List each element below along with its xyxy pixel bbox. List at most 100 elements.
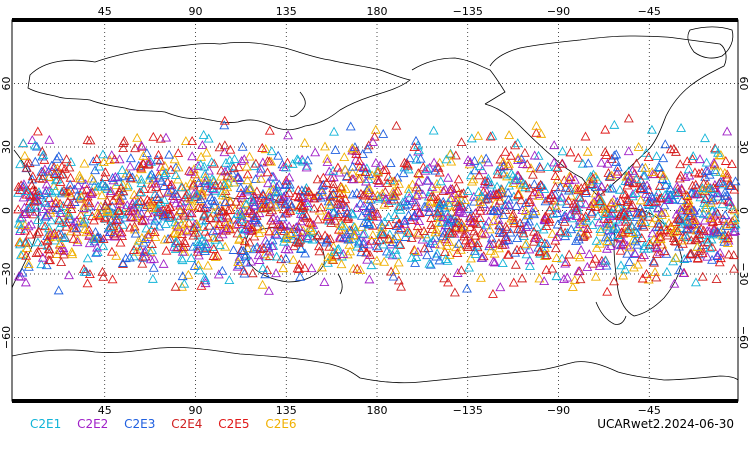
observation-marker [334,193,345,202]
observation-marker [251,210,262,220]
observation-marker [374,175,385,185]
observation-marker [237,192,247,202]
observation-marker [153,170,164,180]
observation-marker [361,206,372,215]
observation-marker [36,259,47,269]
observation-marker [294,264,305,274]
observation-marker [306,263,317,273]
observation-marker [405,215,416,225]
observation-marker [140,246,151,256]
observation-marker [600,146,611,156]
observation-marker [555,196,566,206]
observation-marker [199,208,210,218]
right-lat-labels: 60 30 0 −30 −60 [737,77,750,350]
observation-marker [386,266,397,276]
observation-marker [722,172,733,182]
observation-marker [364,185,375,195]
observation-marker [595,238,605,248]
observation-marker [239,236,250,246]
observation-marker [411,190,422,200]
observation-marker [50,198,61,208]
observation-marker [329,126,339,136]
observation-marker [442,240,452,250]
observation-marker [200,168,211,178]
observation-marker [683,164,694,174]
observation-marker [58,185,69,195]
observation-marker [32,228,43,238]
observation-marker [220,197,231,207]
observation-marker [519,147,530,157]
observation-marker [505,150,516,160]
observation-marker [19,150,30,160]
observation-marker [646,191,657,201]
observation-marker [170,198,181,208]
observation-marker [539,238,550,248]
observation-marker [612,196,623,206]
observation-marker [600,255,611,265]
observation-marker [64,188,75,198]
observation-marker [513,189,524,199]
observation-marker [637,273,648,283]
observation-marker [45,255,56,265]
observation-marker [299,262,310,272]
observation-marker [609,276,620,286]
observation-marker [325,200,336,210]
observation-marker [330,144,341,154]
observation-marker [528,207,538,217]
bottom-lon-label: −90 [547,404,570,417]
observation-marker [590,253,601,263]
bottom-lon-label: 180 [367,404,388,417]
observation-marker [180,136,191,146]
observation-marker [411,135,421,145]
bottom-lon-labels: 45 90 135 180 −135 −90 −45 [98,404,661,417]
observation-marker [117,258,128,267]
observation-marker [713,215,723,225]
observation-marker [541,264,552,274]
observation-marker [394,224,404,234]
observation-marker [301,210,312,220]
observation-marker [402,228,413,238]
observation-marker [187,151,198,161]
observation-marker [188,180,199,190]
observation-marker [257,224,268,234]
observation-marker [500,232,511,242]
observation-marker [146,198,157,208]
observation-marker [220,219,231,229]
observation-marker [486,179,497,189]
observation-marker [66,246,77,256]
observation-marker [545,193,556,203]
observation-marker [293,192,304,202]
observation-marker [142,194,153,204]
observation-marker [92,242,103,252]
observation-marker [338,232,349,242]
observation-marker [456,137,467,147]
observation-marker [79,200,90,210]
observation-marker [649,257,660,267]
observation-marker [336,259,347,269]
observation-marker [429,157,440,167]
observation-marker [464,213,475,223]
observation-marker [164,149,175,159]
observation-marker [586,206,597,216]
observation-marker [23,261,34,271]
observation-marker [242,175,253,185]
observation-marker [28,209,39,219]
observation-marker [143,231,154,241]
observation-marker [485,131,496,141]
observation-marker [283,244,294,254]
observation-marker [250,158,261,168]
observation-marker [161,245,172,255]
observation-marker [222,205,233,215]
observation-marker [278,263,289,273]
observation-marker [549,140,560,150]
observation-marker [612,162,623,172]
observation-marker [705,243,716,253]
observation-marker [659,246,670,256]
observation-marker [276,220,287,230]
observation-marker [564,249,575,259]
observation-marker [462,240,473,250]
observation-marker [184,165,195,175]
observation-marker [357,148,368,158]
observation-marker [210,185,221,195]
japan-coastline [289,91,306,117]
